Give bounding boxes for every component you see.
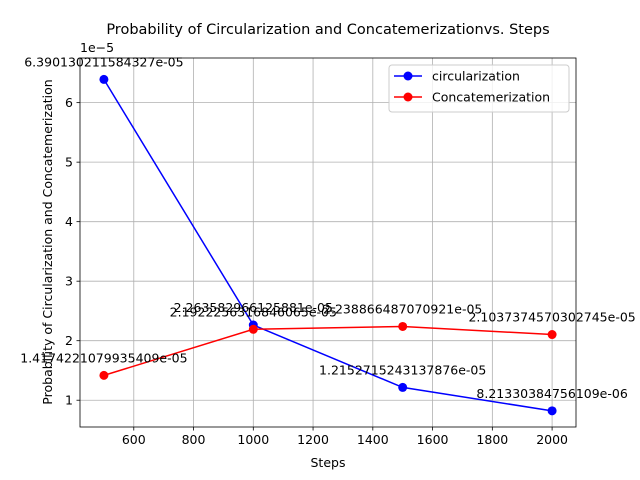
series-line-circularization [103, 79, 553, 412]
data-label-concatemerization: 2.1037374570302745e-05 [468, 310, 635, 325]
x-tick-label: 1000 [237, 432, 269, 447]
y-tick-label: 3 [65, 274, 73, 289]
data-label-concatemerization: 1.4174221079935409e-05 [20, 350, 187, 365]
x-tick-label: 800 [182, 432, 206, 447]
legend-label-circularization: circularization [432, 69, 520, 84]
x-tick-label: 1600 [417, 432, 449, 447]
data-label-circularization: 8.21330384756109e-06 [476, 386, 627, 401]
y-tick-label: 2 [65, 333, 73, 348]
x-tick-label: 1800 [476, 432, 508, 447]
x-tick-label: 600 [122, 432, 146, 447]
legend: circularization Concatemerization [388, 64, 570, 113]
data-point-circularization [547, 406, 557, 416]
data-label-circularization: 6.390130211584327e-05 [24, 54, 183, 69]
legend-frame [388, 64, 570, 113]
x-tick-label: 2000 [536, 432, 568, 447]
data-label-concatemerization: 2.238866487070921e-05 [323, 301, 482, 316]
x-tick-label: 1200 [297, 432, 329, 447]
data-point-circularization [398, 382, 408, 392]
data-label-concatemerization: 2.1922256316846065e-05 [170, 304, 337, 319]
data-point-concatemerization [547, 330, 557, 340]
chart-title: Probability of Circularization and Conca… [106, 22, 549, 38]
data-point-concatemerization [398, 321, 408, 331]
data-label-circularization: 1.2152715243137876e-05 [319, 362, 486, 377]
data-point-concatemerization [99, 370, 109, 380]
axis-ticks: 600 800 1000 1200 1400 1600 1800 2000 1 2 3 4 5 6 [65, 95, 568, 447]
series-layer [99, 74, 557, 416]
plot-frame [79, 57, 577, 428]
y-tick-label: 4 [65, 214, 73, 229]
x-axis-label: Steps [311, 455, 346, 470]
data-labels: 6.390130211584327e-05 2.263582966125881e-… [20, 54, 635, 400]
grid [80, 58, 576, 427]
y-tick-label: 1 [65, 393, 73, 408]
x-tick-label: 1400 [357, 432, 389, 447]
data-label-circularization: 2.263582966125881e-05 [174, 300, 333, 315]
data-point-concatemerization [248, 324, 258, 334]
legend-label-concatemerization: Concatemerization [432, 90, 550, 105]
legend-marker-concatemerization [403, 92, 413, 102]
legend-marker-circularization [403, 71, 413, 81]
y-tick-label: 5 [65, 155, 73, 170]
y-axis-label: Probability of Circularization and Conca… [40, 79, 55, 404]
y-scale-offset-label: 1e−5 [80, 40, 114, 55]
data-point-circularization [99, 74, 109, 84]
y-tick-label: 6 [65, 95, 73, 110]
series-line-concatemerization [103, 325, 553, 377]
